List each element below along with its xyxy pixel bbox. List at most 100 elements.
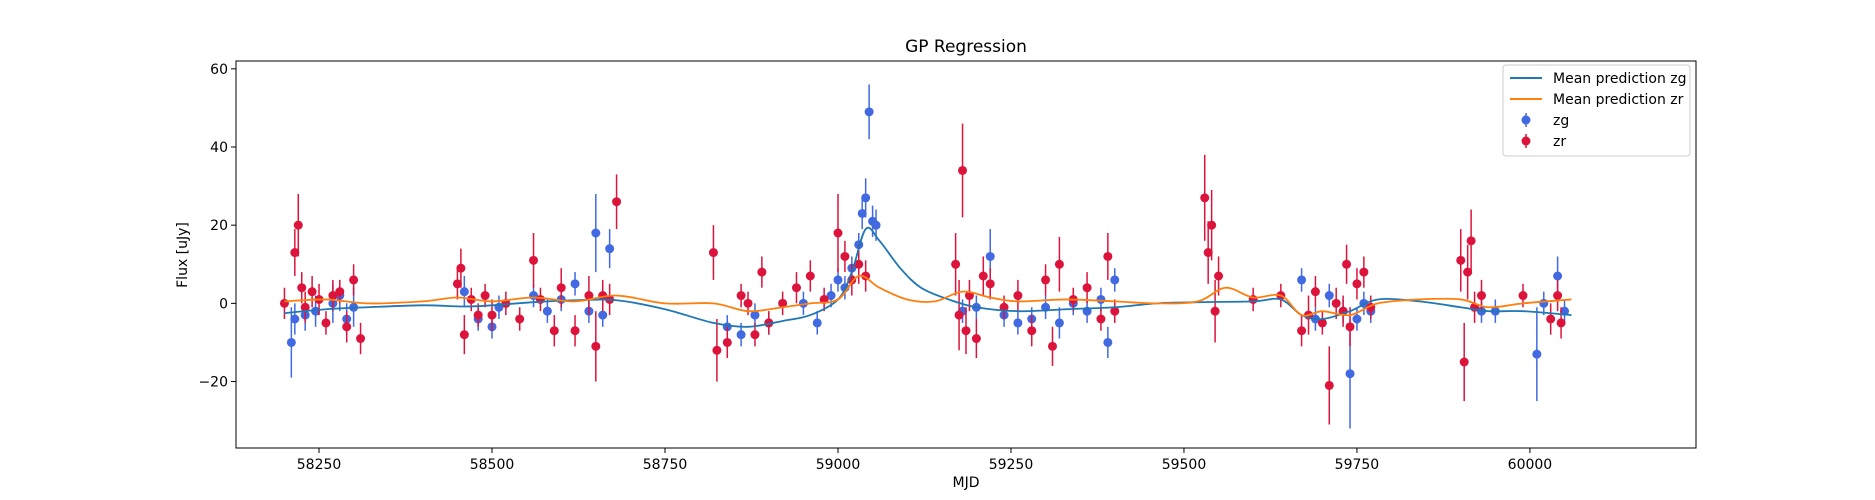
- zg-point: [1532, 349, 1542, 359]
- zr-point: [1207, 220, 1217, 230]
- legend-box: [1502, 64, 1691, 157]
- legend-label: Mean prediction zg: [1553, 71, 1687, 87]
- zr-point: [722, 337, 732, 347]
- zg-point: [1352, 314, 1362, 324]
- zr-point: [1342, 259, 1352, 269]
- zr-point: [750, 330, 760, 340]
- zr-point: [1456, 255, 1466, 265]
- zr-point: [349, 275, 359, 285]
- zr-point: [307, 287, 317, 297]
- zr-point: [1331, 298, 1341, 308]
- zg-point: [1054, 318, 1064, 328]
- zr-point: [954, 310, 964, 320]
- zg-point: [542, 306, 552, 316]
- zg-point: [1553, 271, 1563, 281]
- zr-point: [342, 322, 352, 332]
- y-tick-label: 0: [219, 296, 228, 312]
- legend-label: zg: [1553, 113, 1569, 129]
- zg-point: [750, 310, 760, 320]
- zg-point: [1324, 291, 1334, 301]
- zr-point: [1553, 291, 1563, 301]
- zr-point: [1103, 251, 1113, 261]
- zr-point: [584, 291, 594, 301]
- y-tick-label: 20: [210, 218, 228, 234]
- x-tick-label: 59500: [1162, 457, 1207, 473]
- zr-point: [1200, 193, 1210, 203]
- zr-point: [743, 298, 753, 308]
- y-tick-label: −20: [198, 375, 228, 391]
- line-mean-prediction-zg: [284, 226, 1572, 328]
- zr-point: [1317, 318, 1327, 328]
- zg-point: [871, 220, 881, 230]
- series-layer: [279, 84, 1572, 429]
- zg-point: [1096, 294, 1106, 304]
- legend: Mean prediction zg Mean prediction zr zg zr: [1502, 64, 1691, 157]
- line-mean-prediction-zr: [284, 274, 1572, 317]
- zr-point: [1518, 291, 1528, 301]
- zr-point: [1556, 318, 1566, 328]
- zr-point: [840, 251, 850, 261]
- zg-point: [985, 251, 995, 261]
- legend-marker-swatch: [1521, 136, 1531, 146]
- chart-title: GP Regression: [905, 37, 1027, 57]
- zr-point: [961, 326, 971, 336]
- zr-point: [1352, 279, 1362, 289]
- zg-point: [826, 291, 836, 301]
- legend-item: Mean prediction zg: [1510, 71, 1687, 87]
- x-axis: 58250 58500 58750 59000 59250 59500 59750 60000: [297, 448, 1552, 473]
- x-tick-label: 59000: [816, 457, 861, 473]
- zr-point: [833, 228, 843, 238]
- x-axis-title: MJD: [953, 475, 980, 491]
- zg-point: [833, 275, 843, 285]
- y-tick-label: 60: [210, 62, 228, 78]
- zg-point: [1013, 318, 1023, 328]
- zr-point: [1463, 267, 1473, 277]
- x-tick-label: 60000: [1508, 457, 1553, 473]
- zg-point: [290, 314, 300, 324]
- zg-point: [591, 228, 601, 238]
- zg-point: [286, 337, 296, 347]
- zr-point: [1047, 341, 1057, 351]
- zg-point: [861, 193, 871, 203]
- zg-point: [1110, 275, 1120, 285]
- zr-point: [1027, 326, 1037, 336]
- zr-point: [985, 279, 995, 289]
- zr-point: [736, 291, 746, 301]
- zr-point: [529, 255, 539, 265]
- zr-point: [1096, 314, 1106, 324]
- zg-point: [1103, 337, 1113, 347]
- zr-point: [778, 298, 788, 308]
- zr-point: [549, 326, 559, 336]
- zr-point: [487, 310, 497, 320]
- zr-point: [556, 283, 566, 293]
- zg-point: [812, 318, 822, 328]
- x-tick-label: 59750: [1335, 457, 1380, 473]
- zr-point: [480, 291, 490, 301]
- legend-item: Mean prediction zr: [1510, 92, 1684, 108]
- x-tick-label: 58500: [470, 457, 515, 473]
- zr-point: [570, 326, 580, 336]
- zg-point: [311, 306, 321, 316]
- zr-point: [951, 259, 961, 269]
- zr-point: [712, 345, 722, 355]
- zr-point: [356, 334, 366, 344]
- zr-point: [958, 165, 968, 175]
- zg-point: [570, 279, 580, 289]
- zg-point: [1539, 298, 1549, 308]
- zg-point: [598, 310, 608, 320]
- zr-point: [612, 197, 622, 207]
- zr-point: [300, 302, 310, 312]
- legend-label: Mean prediction zr: [1553, 92, 1684, 108]
- y-axis-title: Flux [uJy]: [175, 222, 191, 288]
- zr-point: [473, 310, 483, 320]
- zr-point: [456, 263, 466, 273]
- zg-point: [459, 287, 469, 297]
- zr-point: [1546, 314, 1556, 324]
- zr-point: [978, 271, 988, 281]
- zr-point: [757, 267, 767, 277]
- zr-point: [1210, 306, 1220, 316]
- zg-point: [857, 208, 867, 218]
- series-zr: [279, 123, 1566, 425]
- x-tick-label: 59250: [989, 457, 1034, 473]
